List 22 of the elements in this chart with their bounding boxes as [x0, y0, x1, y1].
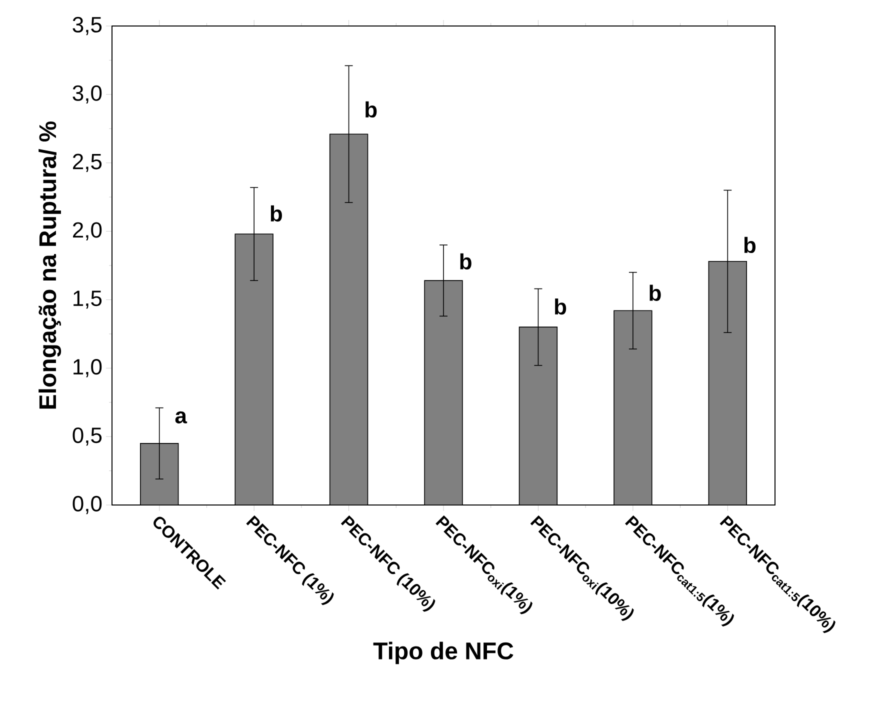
x-axis-title: Tipo de NFC [373, 642, 514, 664]
bar [424, 280, 463, 505]
bar [614, 310, 652, 505]
y-tick-label: 0,5 [72, 427, 102, 446]
y-tick-label: 2,5 [73, 154, 102, 172]
y-tick-label: 1,5 [74, 290, 102, 309]
y-tick-label: 3,0 [72, 85, 102, 104]
y-tick-label: 3,5 [72, 16, 102, 36]
annotation: b [744, 236, 756, 254]
annotation: a [175, 411, 188, 424]
bar [234, 234, 274, 505]
annotation: b [460, 253, 472, 270]
annotation: b [650, 284, 661, 301]
annotation: b [366, 101, 377, 118]
y-tick-label: 0,0 [72, 496, 102, 514]
annotation: b [270, 205, 282, 222]
y-axis-title: Elongação na Ruptura/ % [38, 121, 62, 409]
y-tick-label: 2,0 [73, 222, 102, 240]
bar [518, 326, 558, 505]
annotation: b [555, 298, 566, 315]
y-tick-label: 1,0 [74, 359, 102, 378]
bar [329, 134, 368, 505]
